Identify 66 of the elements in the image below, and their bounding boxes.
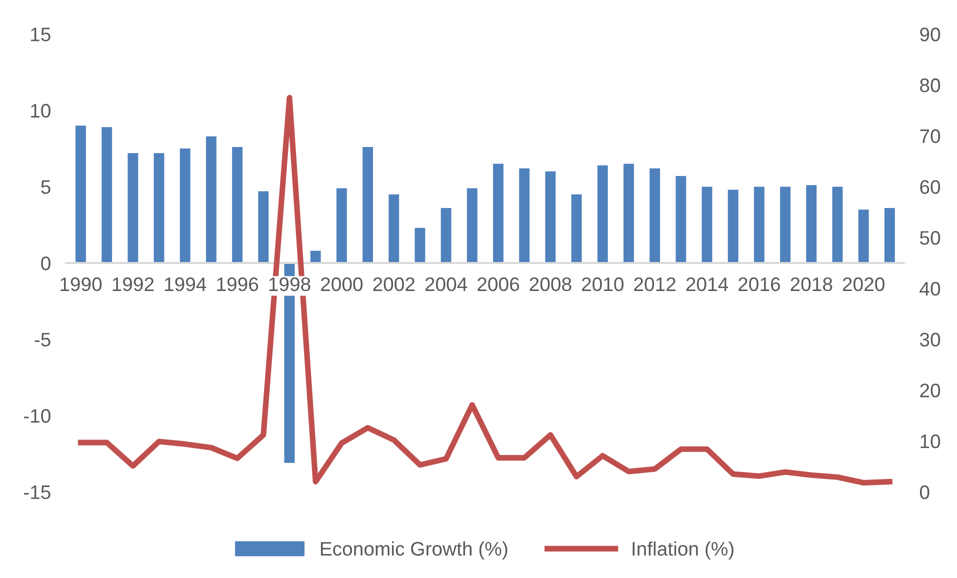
- x-tick-label: 2008: [530, 277, 572, 292]
- bar: [884, 208, 895, 263]
- x-tick-label: 1998: [269, 277, 310, 292]
- bar: [545, 171, 556, 263]
- bar: [180, 148, 190, 263]
- y2-tick-label: 50: [920, 231, 940, 245]
- bar: [102, 127, 112, 263]
- x-tick-label: 2006: [478, 277, 520, 292]
- bar: [858, 210, 869, 263]
- y-tick-label: 5: [41, 180, 50, 194]
- bar: [336, 188, 347, 263]
- y2-tick-label: 20: [920, 384, 940, 398]
- bar: [258, 191, 269, 263]
- bar: [519, 168, 530, 263]
- y2-tick-label: 80: [920, 78, 940, 92]
- bar: [702, 186, 712, 263]
- x-tick-label: 2020: [842, 277, 884, 292]
- y-tick-label: -10: [24, 409, 50, 423]
- bar: [388, 194, 400, 263]
- bar: [310, 250, 321, 263]
- y2-tick-label: 70: [920, 129, 940, 144]
- legend-label: Economic Growth (%): [320, 541, 508, 560]
- bar: [232, 147, 243, 263]
- bar: [206, 136, 216, 263]
- x-tick-label: 2012: [634, 277, 676, 292]
- legend-label: Inflation (%): [632, 541, 734, 560]
- y2-tick-label: 60: [920, 180, 940, 194]
- bar: [832, 186, 843, 263]
- bar: [571, 194, 582, 263]
- x-tick-label: 2010: [582, 277, 624, 292]
- bar: [676, 176, 686, 263]
- x-tick-label: 2018: [790, 277, 832, 292]
- x-tick-label: 1990: [60, 277, 102, 292]
- bar: [806, 185, 817, 263]
- bar: [728, 190, 738, 263]
- bar: [362, 147, 373, 263]
- bar: [597, 165, 608, 263]
- x-tick-label: 2000: [321, 277, 363, 292]
- y-tick-label: 10: [31, 104, 50, 118]
- x-tick-label: 1992: [112, 277, 154, 292]
- bar: [780, 186, 791, 263]
- y2-tick-label: 0: [920, 485, 930, 500]
- bar: [754, 186, 764, 263]
- y2-tick-label: 40: [920, 282, 940, 296]
- y-tick-label: 0: [41, 256, 50, 270]
- bar: [466, 188, 478, 263]
- x-tick-label: 2004: [425, 277, 468, 292]
- x-tick-label: 1996: [217, 277, 258, 292]
- y2-tick-label: 90: [920, 28, 940, 42]
- x-tick-label: 2002: [373, 277, 415, 292]
- y2-tick-label: 10: [920, 434, 940, 448]
- bar: [650, 168, 660, 263]
- y-tick-label: 15: [31, 28, 50, 42]
- y2-tick-label: 30: [920, 332, 940, 347]
- bar: [154, 153, 164, 263]
- bar: [128, 153, 138, 263]
- bar: [440, 208, 452, 263]
- bar: [414, 228, 426, 263]
- x-tick-label: 2014: [686, 277, 728, 292]
- bar: [624, 164, 634, 263]
- bar: [76, 126, 86, 263]
- x-tick-label: 2016: [738, 277, 780, 292]
- bar: [493, 164, 504, 263]
- y-tick-label: -5: [34, 332, 50, 347]
- y-tick-label: -15: [24, 486, 50, 500]
- x-tick-label: 1994: [164, 277, 206, 292]
